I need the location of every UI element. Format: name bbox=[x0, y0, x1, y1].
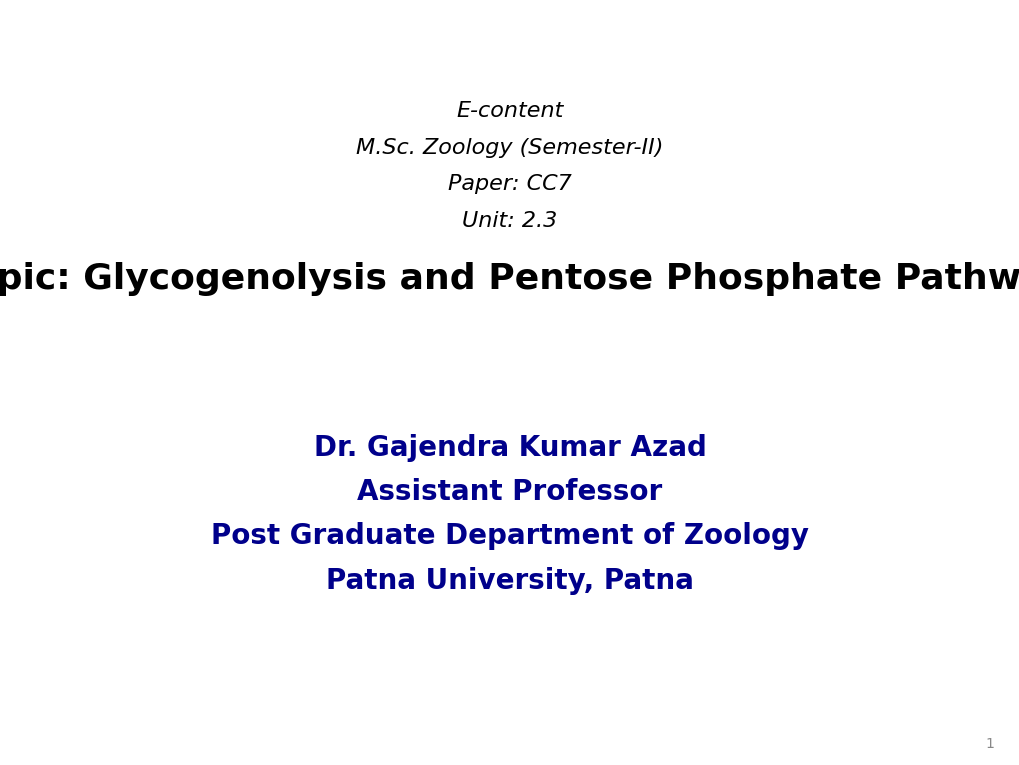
Text: Dr. Gajendra Kumar Azad: Dr. Gajendra Kumar Azad bbox=[313, 434, 706, 461]
Text: Assistant Professor: Assistant Professor bbox=[357, 478, 662, 506]
Text: Post Graduate Department of Zoology: Post Graduate Department of Zoology bbox=[211, 522, 808, 550]
Text: Unit: 2.3: Unit: 2.3 bbox=[462, 211, 557, 231]
Text: Topic: Glycogenolysis and Pentose Phosphate Pathway: Topic: Glycogenolysis and Pentose Phosph… bbox=[0, 262, 1019, 296]
Text: Patna University, Patna: Patna University, Patna bbox=[326, 567, 693, 594]
Text: 1: 1 bbox=[984, 737, 994, 751]
Text: Paper: CC7: Paper: CC7 bbox=[447, 174, 572, 194]
Text: M.Sc. Zoology (Semester-II): M.Sc. Zoology (Semester-II) bbox=[356, 138, 663, 158]
Text: E-content: E-content bbox=[455, 101, 564, 121]
